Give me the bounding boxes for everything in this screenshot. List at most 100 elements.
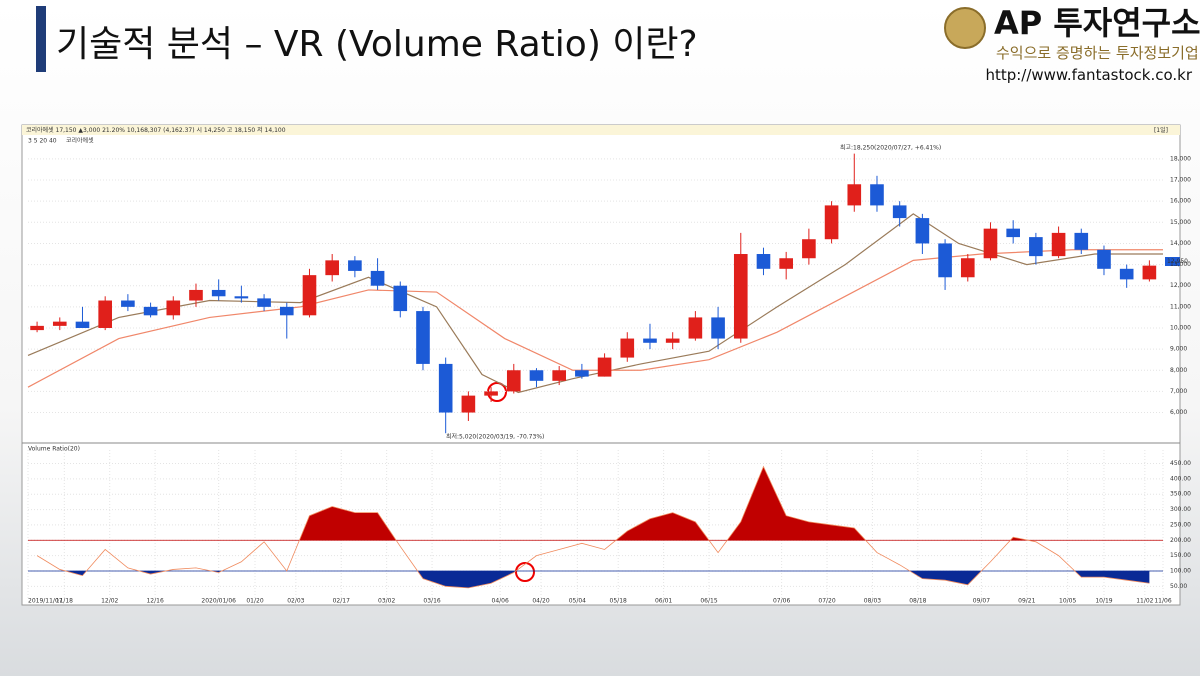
- candle-body: [1119, 268, 1134, 280]
- candle-body: [915, 218, 930, 244]
- candle-body: [960, 258, 975, 278]
- x-tick-label: 04/06: [492, 598, 509, 605]
- candle-body: [983, 228, 998, 259]
- period: [1일]: [1154, 126, 1168, 134]
- candle-body: [98, 300, 112, 328]
- candle-body: [824, 205, 839, 240]
- logo-tagline: 수익으로 증명하는 투자정보기업: [996, 44, 1199, 62]
- x-tick-label: 08/03: [864, 598, 881, 605]
- candle-body: [1029, 237, 1043, 257]
- candle-body: [870, 184, 884, 206]
- candle-body: [1051, 232, 1066, 257]
- candle-body: [143, 306, 158, 316]
- x-tick-label: 02/17: [333, 598, 350, 605]
- x-tick-label: 06/15: [700, 598, 717, 605]
- candle-body: [75, 321, 90, 328]
- x-tick-label: 10/19: [1095, 598, 1112, 605]
- y-tick-label: 10,000: [1170, 324, 1191, 331]
- y-tick-label: 350.00: [1170, 491, 1191, 498]
- y-tick-label: 13,000: [1170, 261, 1191, 268]
- info-strip: [22, 125, 1180, 135]
- info-bar: 코리아에셋 17,150 ▲3,000 21.20% 10,168,307 (4…: [26, 126, 286, 134]
- candle-body: [52, 321, 67, 326]
- candle-body: [529, 370, 544, 381]
- vr-upper-area: [299, 466, 1029, 541]
- candle-body: [892, 205, 907, 219]
- candle-body: [597, 357, 612, 377]
- title-bar: [36, 6, 46, 72]
- logo-name: AP 투자연구소: [994, 4, 1200, 42]
- logo-url: http://www.fantastock.co.kr: [985, 66, 1192, 84]
- candle-body: [484, 391, 498, 396]
- y-tick-label: 7,000: [1170, 388, 1187, 395]
- y-tick-label: 17,000: [1170, 177, 1191, 184]
- candle-body: [30, 325, 44, 331]
- candle-body: [234, 296, 249, 299]
- x-tick-label: 03/16: [423, 598, 440, 605]
- x-tick-label: 11/06: [1154, 598, 1171, 605]
- candle-body: [393, 285, 408, 312]
- candle-body: [189, 289, 203, 301]
- candle-body: [121, 300, 135, 307]
- candle-body: [711, 317, 725, 339]
- x-tick-label: 07/20: [818, 598, 835, 605]
- y-tick-label: 50.00: [1170, 583, 1187, 590]
- legend-stock: 코리아에셋: [66, 137, 94, 145]
- highlight-circle: [515, 562, 535, 582]
- candle-body: [1074, 232, 1089, 250]
- candle-body: [847, 184, 862, 206]
- vr-title: Volume Ratio(20): [28, 446, 80, 453]
- annotation-low: 최저:5,020(2020/03/19, -70.73%): [446, 433, 544, 441]
- x-tick-label: 09/21: [1018, 598, 1035, 605]
- x-tick-label: 03/02: [378, 598, 395, 605]
- logo-emblem: [944, 7, 986, 49]
- y-tick-label: 16,000: [1170, 198, 1191, 205]
- candle-body: [802, 239, 816, 259]
- candle-body: [756, 254, 771, 269]
- x-tick-label: 06/01: [655, 598, 672, 605]
- candle-body: [438, 363, 453, 413]
- candle-body: [325, 260, 339, 276]
- x-tick-label: 11/18: [56, 598, 73, 605]
- x-tick-label: 01/20: [246, 598, 263, 605]
- candle-body: [279, 306, 294, 316]
- candle-body: [348, 260, 362, 271]
- price-tag-box: [1165, 257, 1180, 266]
- x-tick-label: 02/03: [287, 598, 304, 605]
- y-tick-label: 150.00: [1170, 552, 1191, 559]
- candle-body: [461, 395, 476, 413]
- x-tick-label: 2019/11/07: [28, 598, 63, 605]
- annotation-high: 최고:18,250(2020/07/27, +6.41%): [840, 144, 941, 152]
- slide-title: 기술적 분석 – VR (Volume Ratio) 이란?: [56, 24, 698, 65]
- y-tick-label: 400.00: [1170, 475, 1191, 482]
- candle-body: [938, 243, 952, 278]
- candle-body: [688, 317, 703, 339]
- candle-body: [370, 270, 385, 286]
- candle-body: [166, 300, 181, 316]
- candle-body: [620, 338, 635, 358]
- candle-body: [506, 370, 521, 392]
- y-tick-label: 8,000: [1170, 367, 1187, 374]
- candle-body: [1142, 265, 1157, 280]
- x-tick-label: 07/06: [773, 598, 790, 605]
- y-tick-label: 450.00: [1170, 460, 1191, 467]
- candle-body: [552, 370, 566, 381]
- y-tick-label: 100.00: [1170, 567, 1191, 574]
- candle-body: [575, 370, 589, 377]
- candle-body: [1097, 249, 1111, 269]
- y-tick-label: 18,000: [1170, 155, 1191, 162]
- x-tick-label: 12/16: [146, 598, 163, 605]
- x-tick-label: 05/04: [569, 598, 586, 605]
- x-tick-label: 11/02: [1136, 598, 1153, 605]
- y-tick-label: 14,000: [1170, 240, 1191, 247]
- candle-body: [211, 289, 226, 297]
- x-tick-label: 05/18: [610, 598, 627, 605]
- x-tick-label: 04/20: [532, 598, 549, 605]
- candle-body: [733, 254, 748, 339]
- y-tick-label: 12,000: [1170, 282, 1191, 289]
- x-tick-label: 08/18: [909, 598, 926, 605]
- y-tick-label: 6,000: [1170, 409, 1187, 416]
- x-tick-label: 09/07: [973, 598, 990, 605]
- candle-body: [1006, 228, 1020, 238]
